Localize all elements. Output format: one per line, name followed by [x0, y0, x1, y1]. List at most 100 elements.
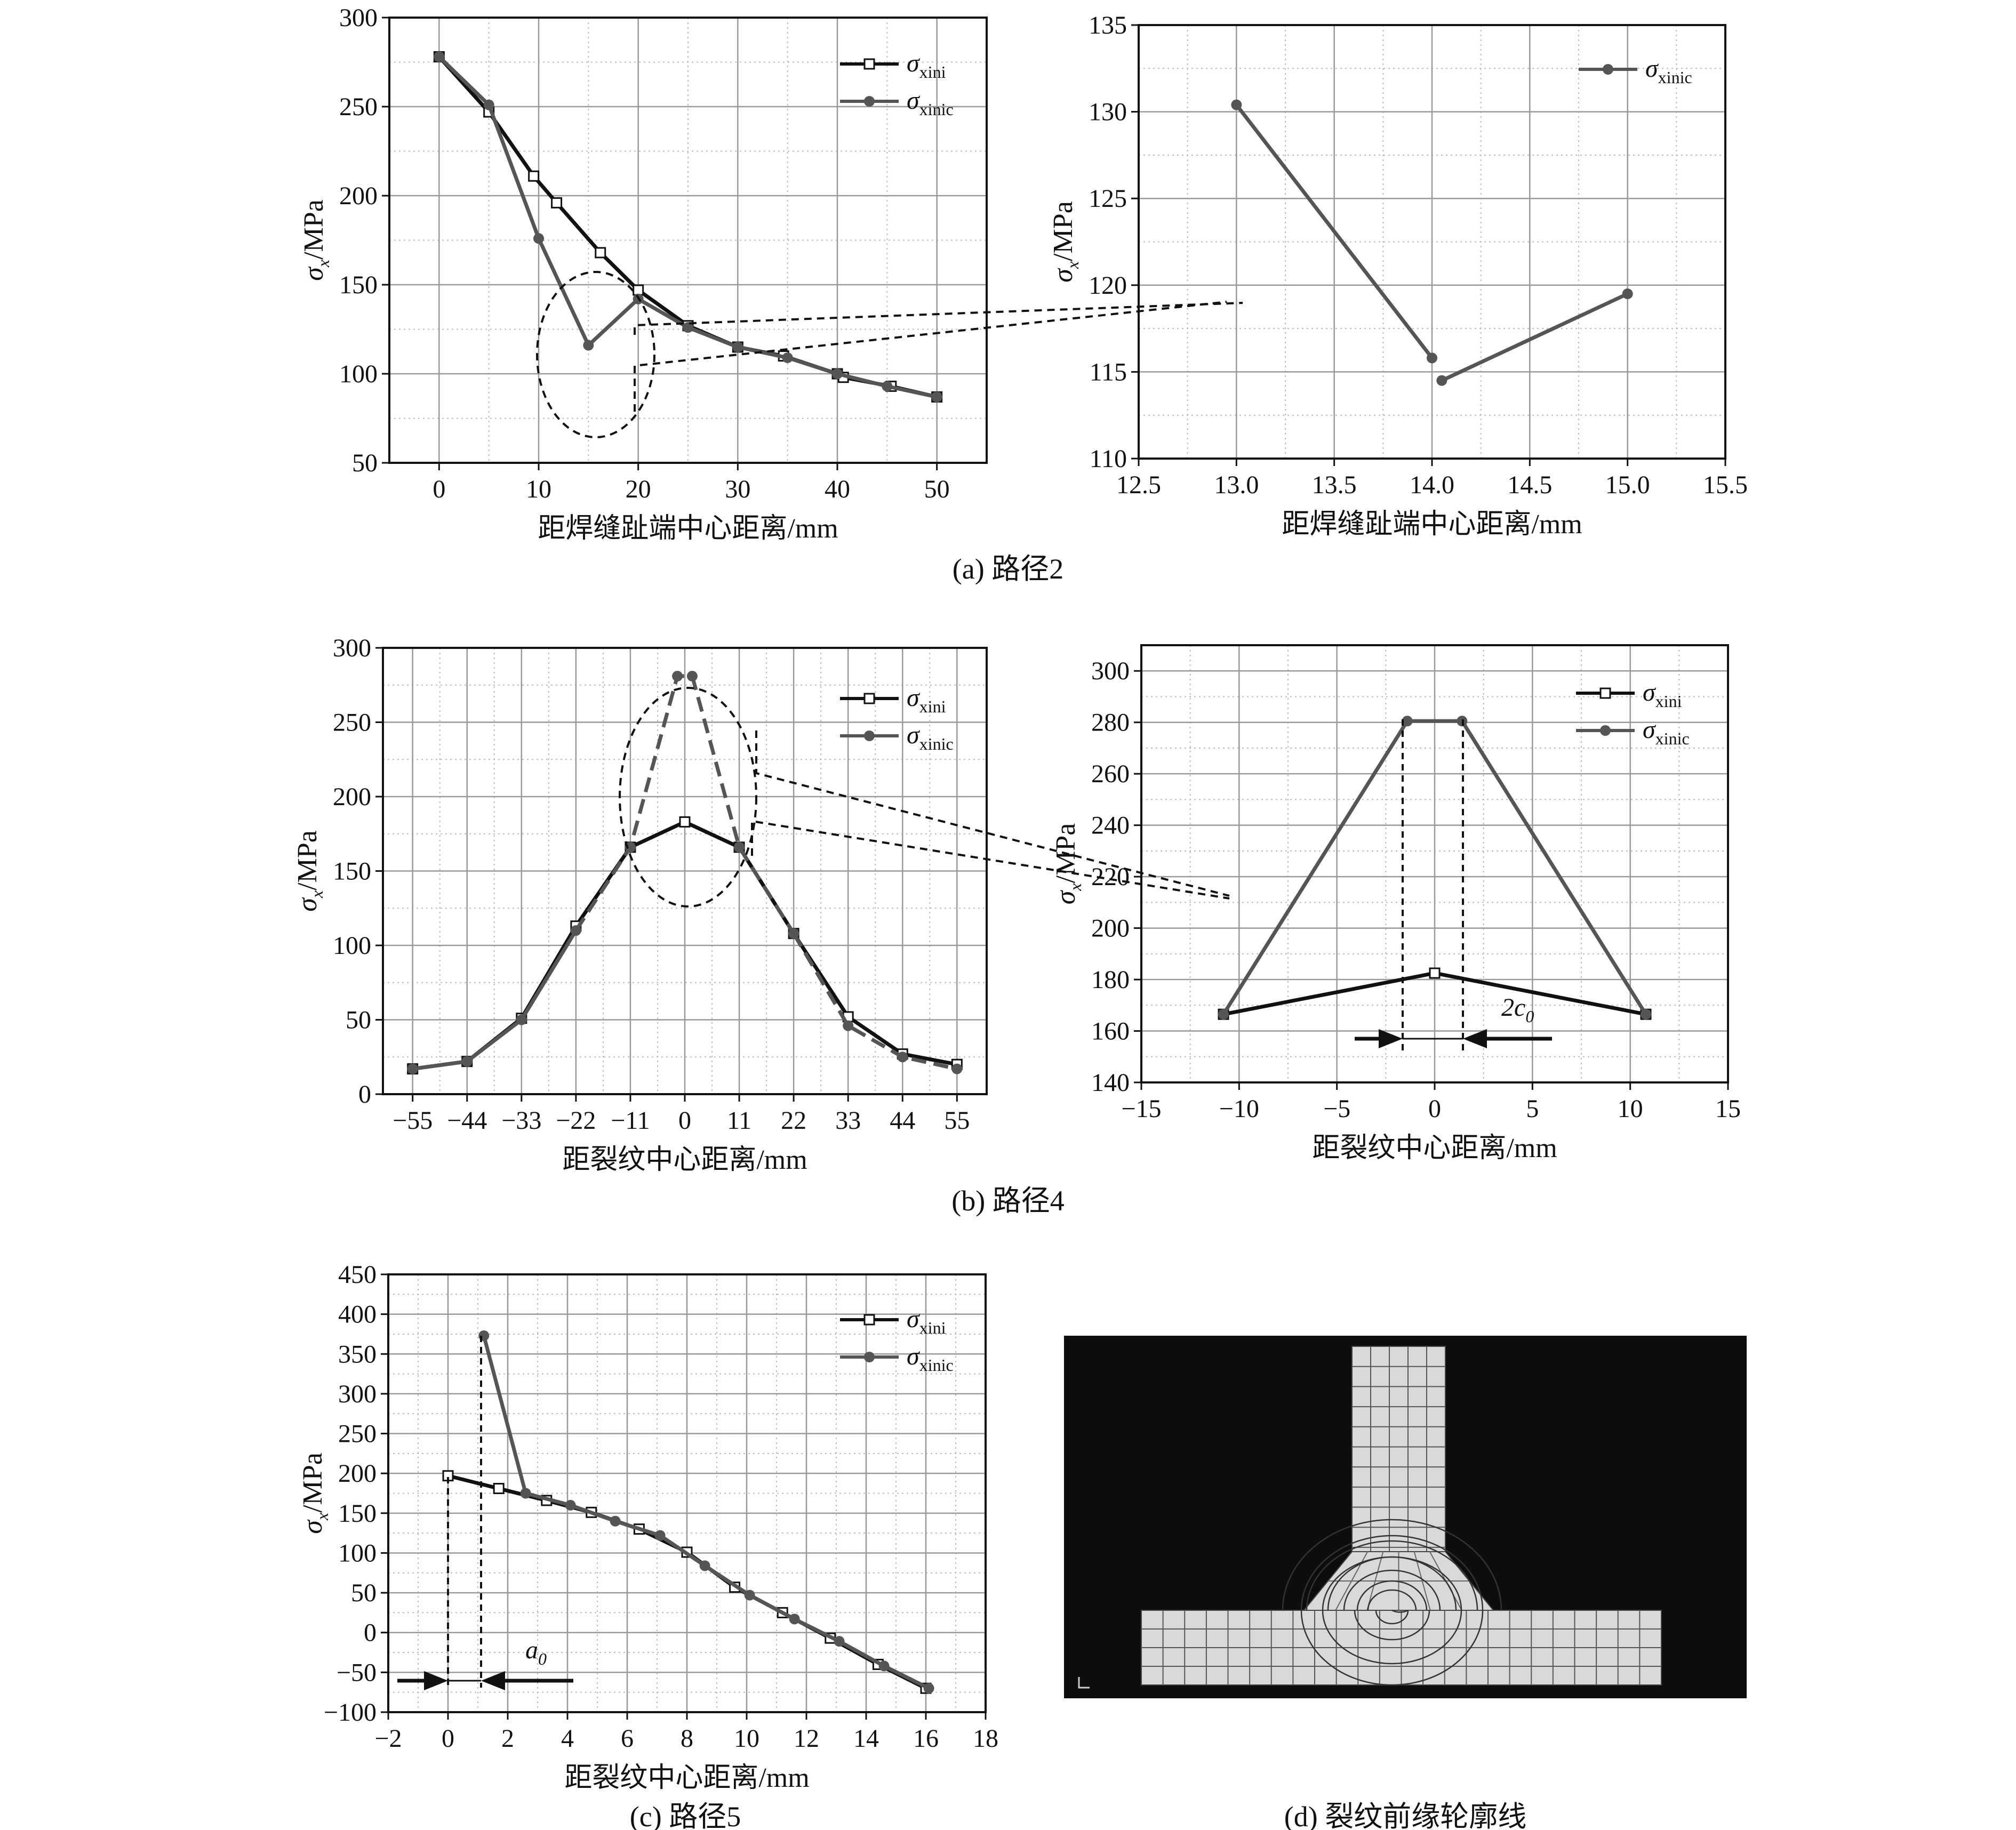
y-tick-label: 100	[339, 360, 378, 388]
legend-sigma: σ	[907, 1342, 921, 1370]
x-tick-label: 10	[734, 1724, 759, 1753]
legend-sub: xinic	[919, 734, 954, 753]
x-tick-label: 13.0	[1214, 471, 1259, 499]
x-tick-label: −11	[611, 1106, 650, 1135]
legend-sigma: σ	[1643, 678, 1657, 707]
data-point-ini	[551, 197, 563, 208]
data-point-inic	[583, 340, 594, 351]
x-axis-label: 距裂纹中心距离/mm	[1312, 1133, 1557, 1163]
x-tick-label: 13.5	[1312, 471, 1357, 499]
series-line-inic	[1441, 292, 1629, 382]
y-tick-label: 160	[1091, 1017, 1130, 1046]
crack-front-contours	[1282, 1519, 1502, 1686]
data-point-inic	[1622, 288, 1633, 300]
data-point-inic	[832, 368, 843, 379]
data-point-inic	[1218, 1009, 1229, 1020]
x-tick-label: 15	[1715, 1095, 1741, 1123]
chart-a1: 0 10 20 30 40 50 50 100 150 200 250 300 距焊缝趾端中心距离/mm…	[299, 4, 988, 544]
y-tick-label: 50	[351, 1579, 377, 1607]
x-axis-label: 距裂纹中心距离/mm	[564, 1763, 809, 1793]
legend-sigma: σ	[907, 721, 921, 749]
y-axis-label: σx/MPa	[298, 1452, 332, 1534]
x-tick-label: 30	[725, 475, 750, 503]
data-point-inic	[789, 1614, 800, 1625]
legend-marker-inic	[1600, 725, 1611, 736]
contour-6	[1306, 1540, 1478, 1611]
legend-marker-ini	[863, 58, 875, 70]
data-point-inic	[407, 1063, 418, 1074]
data-point-ini	[679, 816, 691, 828]
y-tick-label: 250	[339, 93, 378, 121]
contour-10	[1354, 1610, 1430, 1641]
y-tick-label: 450	[338, 1261, 377, 1289]
x-tick-label: 4	[561, 1724, 574, 1753]
legend-sub: xinic	[1655, 729, 1690, 748]
legend-label-ini: σxini	[907, 1305, 946, 1337]
y-axis-sigma: σ	[299, 266, 329, 281]
y-axis-sub: x	[313, 1513, 332, 1521]
x-tick-label: 0	[678, 1106, 691, 1135]
x-tick-label: 33	[835, 1106, 861, 1135]
y-axis-sub: x	[307, 890, 326, 898]
data-point-inic	[1231, 99, 1242, 110]
legend-label-ini: σxini	[1643, 678, 1682, 711]
legend-sigma: σ	[907, 684, 921, 712]
y-tick-label: 250	[333, 709, 371, 737]
y-tick-label: 250	[338, 1420, 377, 1448]
contour-3	[1356, 1580, 1428, 1611]
y-axis-sigma: σ	[298, 1519, 328, 1534]
x-tick-label: 10	[1618, 1095, 1643, 1123]
zoom-ellipse-b	[619, 687, 757, 908]
mesh-image	[1064, 1336, 1747, 1698]
data-point-inic	[882, 381, 893, 392]
y-tick-label: 100	[333, 932, 371, 960]
legend-sigma: σ	[1643, 716, 1657, 744]
x-tick-label: 8	[681, 1724, 693, 1753]
data-point-inic	[461, 1056, 473, 1067]
zoom-connectors	[536, 271, 1243, 908]
y-tick-label: 400	[338, 1301, 377, 1329]
y-axis-label: σx/MPa	[292, 830, 326, 912]
series-line-inic	[482, 1335, 930, 1690]
arrow-left-head	[1463, 1029, 1487, 1048]
x-tick-label: 12	[794, 1724, 819, 1753]
y-tick-label: −50	[337, 1658, 377, 1687]
data-point-inic	[1402, 716, 1413, 727]
y-axis-sigma: σ	[292, 897, 323, 912]
y-tick-label: 260	[1091, 760, 1130, 788]
legend-label-ini: σxini	[907, 684, 946, 716]
legend-label-inic: σxinic	[1645, 54, 1692, 87]
data-point-ini	[493, 1483, 505, 1495]
x-tick-label: −22	[556, 1106, 596, 1135]
zoom-connector-a-upper	[634, 302, 1243, 335]
x-tick-label: −44	[447, 1106, 487, 1135]
charts-layer: 0 10 20 30 40 5050100150200250300距焊缝趾端中心距离/mm…	[292, 4, 1748, 1793]
mesh-axis-triad	[1078, 1677, 1090, 1689]
legend-label-ini: σxini	[907, 49, 946, 82]
legend-sub: xinic	[919, 100, 954, 119]
data-point-inic	[483, 99, 494, 110]
data-point-inic	[672, 671, 683, 682]
x-tick-label: 50	[924, 475, 950, 503]
y-tick-label: 300	[1091, 657, 1130, 685]
x-tick-label: 12.5	[1116, 471, 1161, 499]
zoom-connector-b-upper	[755, 731, 1230, 897]
y-tick-label: 350	[338, 1340, 377, 1368]
contour-1	[1391, 1609, 1409, 1613]
x-tick-label: −10	[1219, 1095, 1259, 1123]
y-tick-label: 150	[339, 271, 378, 299]
x-tick-label: 2	[501, 1724, 514, 1753]
x-tick-label: 5	[1526, 1095, 1539, 1123]
a0-arrow-left-head	[481, 1671, 505, 1690]
x-tick-label: −5	[1323, 1095, 1350, 1123]
x-tick-label: 15.5	[1703, 471, 1748, 499]
data-point-inic	[834, 1636, 845, 1647]
legend-label-inic: σxinic	[1643, 716, 1690, 748]
data-point-inic	[625, 841, 636, 853]
x-tick-label: 14.0	[1410, 471, 1454, 499]
legend-marker-inic	[864, 1352, 875, 1362]
legend-sub: xini	[1655, 692, 1682, 711]
data-point-inic	[565, 1499, 576, 1511]
legend-sigma: σ	[907, 86, 921, 115]
data-point-inic	[1641, 1009, 1651, 1020]
